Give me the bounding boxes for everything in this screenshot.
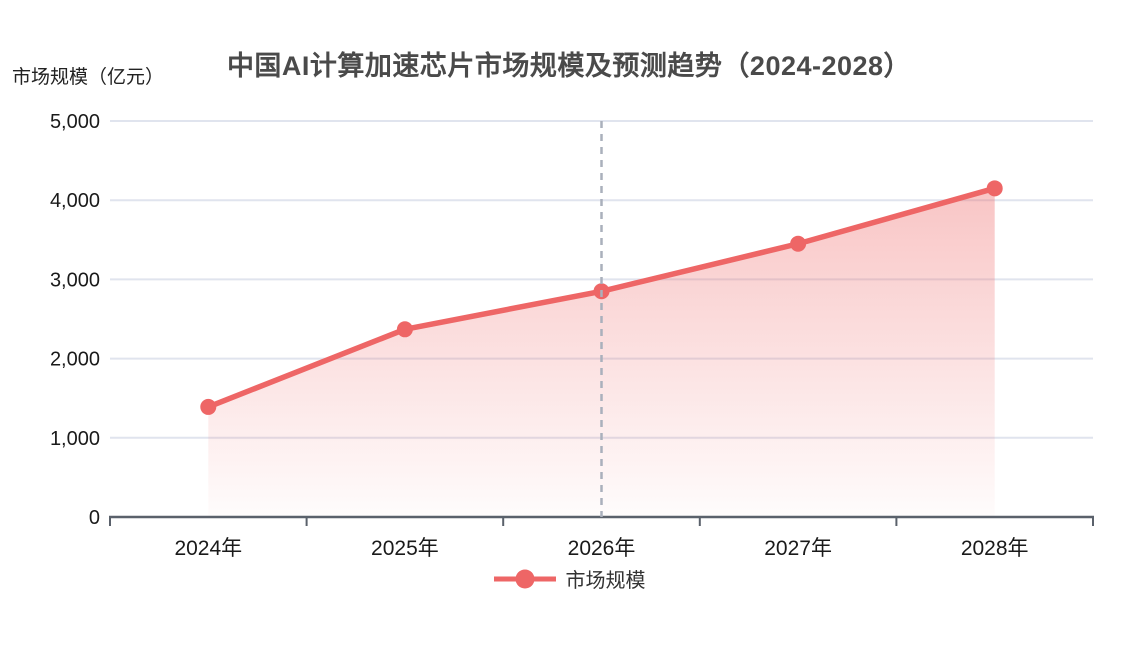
y-tick-label: 3,000 (50, 269, 100, 291)
x-tick-label: 2024年 (174, 537, 242, 560)
data-point-2028年[interactable] (986, 180, 1003, 197)
y-tick-label: 0 (89, 507, 100, 529)
data-point-2024年[interactable] (200, 398, 217, 415)
y-tick-label: 2,000 (50, 349, 100, 371)
legend-label: 市场规模 (565, 570, 646, 592)
x-tick-label: 2028年 (961, 537, 1029, 560)
y-tick-label: 1,000 (50, 428, 100, 450)
series-area-fill (208, 188, 995, 517)
data-point-2025年[interactable] (396, 321, 413, 338)
x-tick-label: 2027年 (764, 537, 832, 560)
y-tick-label: 4,000 (50, 190, 100, 212)
legend-line-marker-icon (493, 569, 556, 588)
x-tick-label: 2026年 (568, 537, 636, 560)
data-point-2027年[interactable] (790, 235, 807, 252)
x-tick-label: 2025年 (371, 537, 439, 560)
y-axis-title: 市场规模（亿元） (12, 67, 165, 88)
y-tick-label: 5,000 (50, 111, 100, 133)
legend-item-market-size[interactable]: 市场规模 (0, 564, 1138, 593)
